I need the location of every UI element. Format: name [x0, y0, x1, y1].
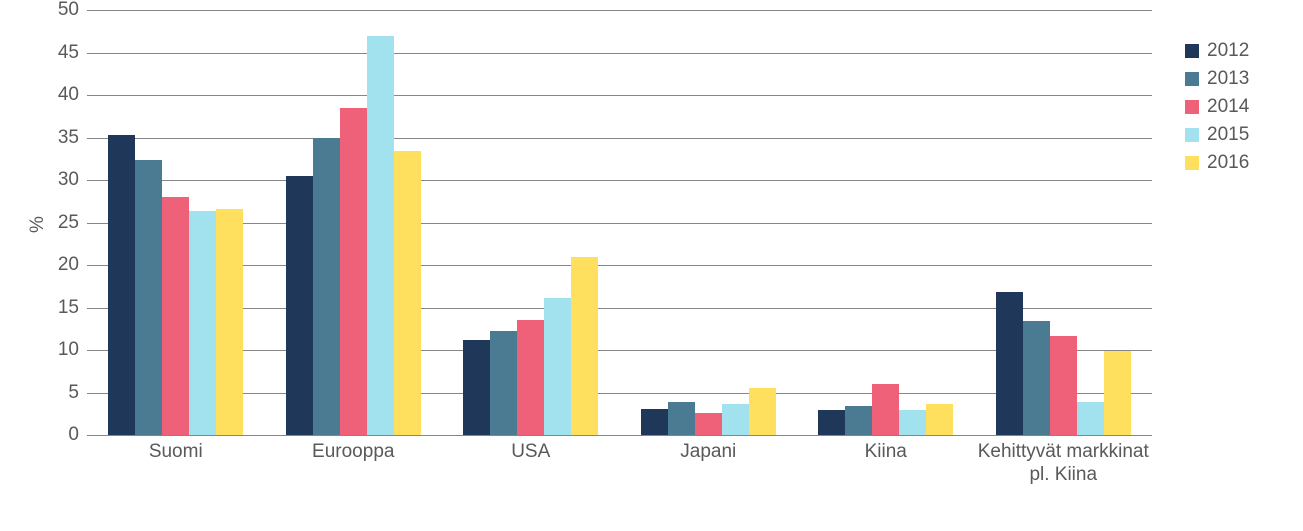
legend-item: 2012: [1185, 40, 1249, 62]
bar: [394, 151, 421, 435]
x-tick-label: Eurooppa: [265, 435, 443, 464]
bar: [162, 197, 189, 435]
bar: [996, 292, 1023, 435]
plot-area: 05101520253035404550SuomiEurooppaUSAJapa…: [87, 10, 1152, 435]
y-tick-label: 45: [58, 42, 87, 64]
bar: [926, 404, 953, 435]
bar: [216, 209, 243, 435]
legend-swatch-icon: [1185, 72, 1199, 86]
y-tick-label: 10: [58, 339, 87, 361]
bar-group: [442, 10, 620, 435]
y-tick-label: 50: [58, 0, 87, 21]
y-tick-label: 30: [58, 169, 87, 191]
bar: [544, 298, 571, 435]
bar: [340, 108, 367, 435]
legend-label: 2016: [1207, 152, 1249, 174]
y-tick-label: 40: [58, 84, 87, 106]
bar-group: [975, 10, 1153, 435]
legend-swatch-icon: [1185, 100, 1199, 114]
bar-group: [797, 10, 975, 435]
legend-item: 2015: [1185, 124, 1249, 146]
bar: [517, 320, 544, 435]
bar-group: [265, 10, 443, 435]
bar: [108, 135, 135, 435]
bar: [367, 36, 394, 436]
y-tick-label: 0: [68, 424, 87, 446]
legend: 2012 2013 2014 2015 2016: [1185, 40, 1249, 180]
bar-group: [620, 10, 798, 435]
bar: [695, 413, 722, 435]
bar: [313, 138, 340, 436]
x-tick-label: Kiina: [797, 435, 975, 464]
bar: [286, 176, 313, 435]
chart-container: 0 5 10 15 20 25 30 35 40 45 50 SuomiEurooppaUSAJapa…: [0, 0, 1303, 531]
bar: [135, 160, 162, 435]
bar: [1104, 351, 1131, 435]
legend-item: 2016: [1185, 152, 1249, 174]
y-axis-title: %: [27, 216, 49, 233]
y-tick-label: 25: [58, 212, 87, 234]
legend-item: 2013: [1185, 68, 1249, 90]
bar: [1023, 321, 1050, 435]
legend-swatch-icon: [1185, 156, 1199, 170]
legend-swatch-icon: [1185, 44, 1199, 58]
bar: [571, 257, 598, 435]
legend-label: 2013: [1207, 68, 1249, 90]
legend-item: 2014: [1185, 96, 1249, 118]
bar: [1050, 336, 1077, 435]
bar: [749, 388, 776, 435]
legend-label: 2014: [1207, 96, 1249, 118]
y-tick-label: 5: [68, 382, 87, 404]
x-tick-label: USA: [442, 435, 620, 464]
bar: [899, 410, 926, 435]
y-tick-label: 15: [58, 297, 87, 319]
y-tick-label: 35: [58, 127, 87, 149]
bar: [490, 331, 517, 435]
bar: [872, 384, 899, 435]
bar: [845, 406, 872, 435]
x-tick-label: Kehittyvät markkinat pl. Kiina: [975, 435, 1153, 487]
y-tick-label: 20: [58, 254, 87, 276]
bar-group: [87, 10, 265, 435]
legend-swatch-icon: [1185, 128, 1199, 142]
x-tick-label: Japani: [620, 435, 798, 464]
legend-label: 2012: [1207, 40, 1249, 62]
x-tick-label: Suomi: [87, 435, 265, 464]
bar: [722, 404, 749, 435]
bar: [818, 410, 845, 436]
bar: [1077, 402, 1104, 435]
bar: [641, 409, 668, 435]
bar: [189, 211, 216, 435]
bar: [463, 340, 490, 435]
legend-label: 2015: [1207, 124, 1249, 146]
bar: [668, 402, 695, 435]
